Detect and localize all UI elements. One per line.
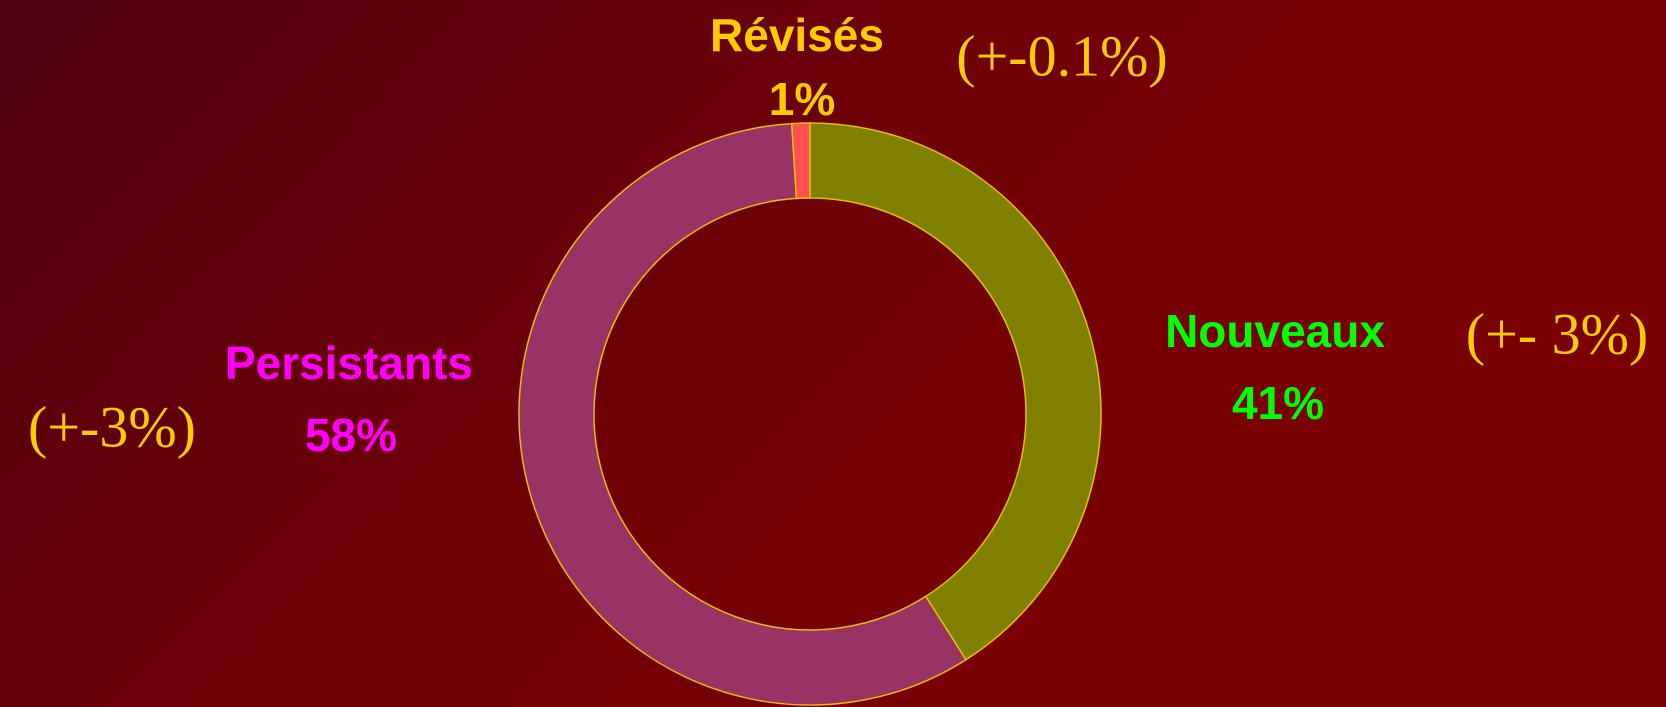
donut-segment (809, 122, 1102, 661)
donut-segment (518, 122, 967, 706)
category-label: Persistants (225, 337, 473, 389)
category-label: Nouveaux (1165, 305, 1385, 357)
annotation: (+- 3%) (1466, 301, 1648, 366)
value-label: 1% (769, 73, 835, 125)
category-label: Révisés (710, 9, 884, 61)
value-label: 41% (1232, 377, 1324, 429)
annotation: (+-3%) (28, 394, 196, 459)
donut-segment (790, 122, 811, 200)
annotation: (+-0.1%) (956, 23, 1167, 88)
value-label: 58% (305, 409, 397, 461)
